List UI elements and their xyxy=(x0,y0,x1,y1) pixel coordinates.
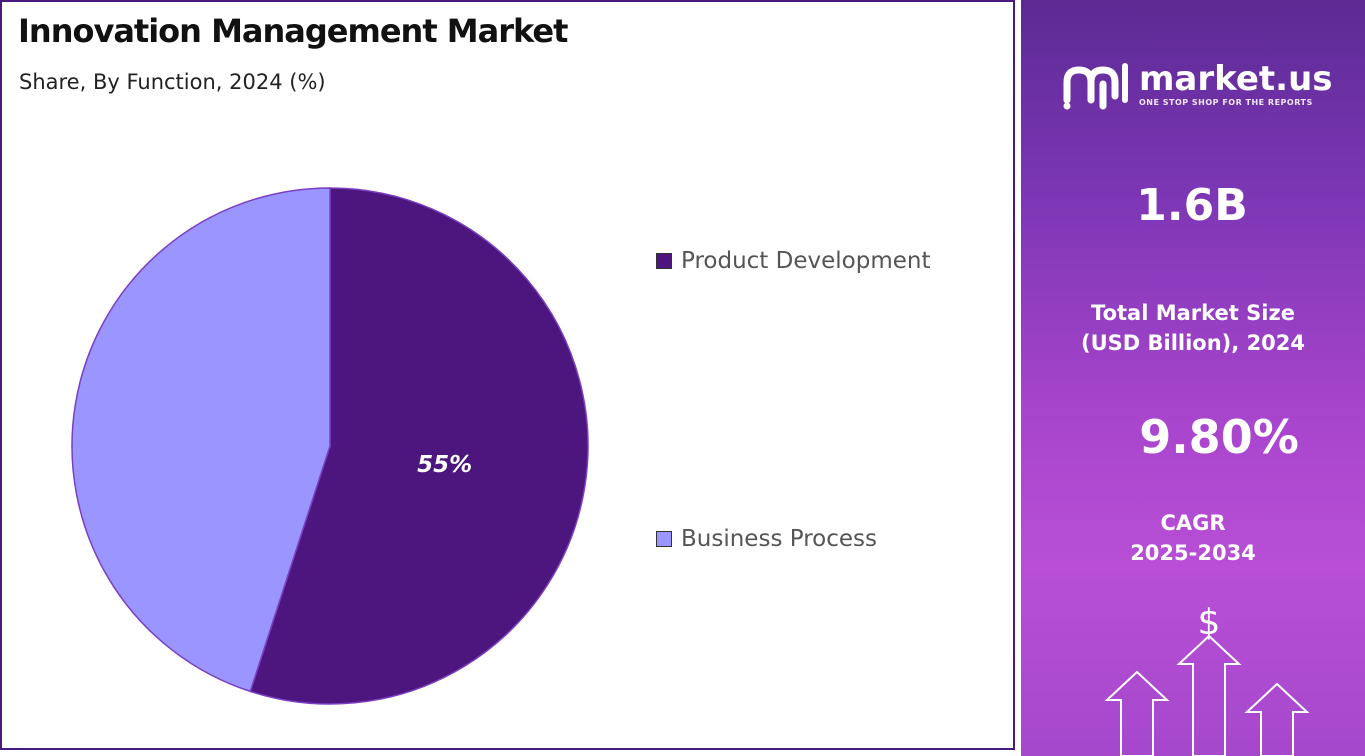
chart-panel: Innovation Management Market Share, By F… xyxy=(0,0,1015,750)
cagr-caption-line2: 2025-2034 xyxy=(1130,541,1256,565)
market-size-value: 1.6B xyxy=(1136,180,1248,231)
market-size-caption-line2: (USD Billion), 2024 xyxy=(1080,331,1306,355)
pie-slice-product-development xyxy=(249,187,589,705)
legend-swatch-business-process xyxy=(656,531,672,547)
cagr-value: 9.80% xyxy=(1139,410,1299,464)
brand: market.us ONE STOP SHOP FOR THE REPORTS xyxy=(1061,56,1333,112)
market-summary-panel: market.us ONE STOP SHOP FOR THE REPORTS … xyxy=(1021,0,1365,756)
growth-arrows-icon: $ xyxy=(1104,602,1310,756)
chart-title: Innovation Management Market xyxy=(18,12,568,50)
brand-name: market.us xyxy=(1139,58,1333,99)
brand-tagline: ONE STOP SHOP FOR THE REPORTS xyxy=(1139,97,1313,107)
legend-item-business-process: Business Process xyxy=(656,524,877,554)
legend-label: Business Process xyxy=(681,526,877,552)
legend-swatch-product-development xyxy=(656,253,672,269)
legend-label: Product Development xyxy=(681,248,931,274)
cagr-caption-line1: CAGR xyxy=(1160,511,1226,535)
chart-subtitle: Share, By Function, 2024 (%) xyxy=(19,70,326,94)
market-size-caption-line1: Total Market Size xyxy=(1091,301,1295,325)
legend-item-product-development: Product Development xyxy=(656,246,930,276)
pie-chart: 55% xyxy=(71,187,589,705)
dollar-icon: $ xyxy=(1198,602,1221,643)
pie-slice-business-process xyxy=(71,187,331,693)
slice-value-label: 55% xyxy=(417,452,472,478)
market-us-logo-icon xyxy=(1063,63,1128,110)
